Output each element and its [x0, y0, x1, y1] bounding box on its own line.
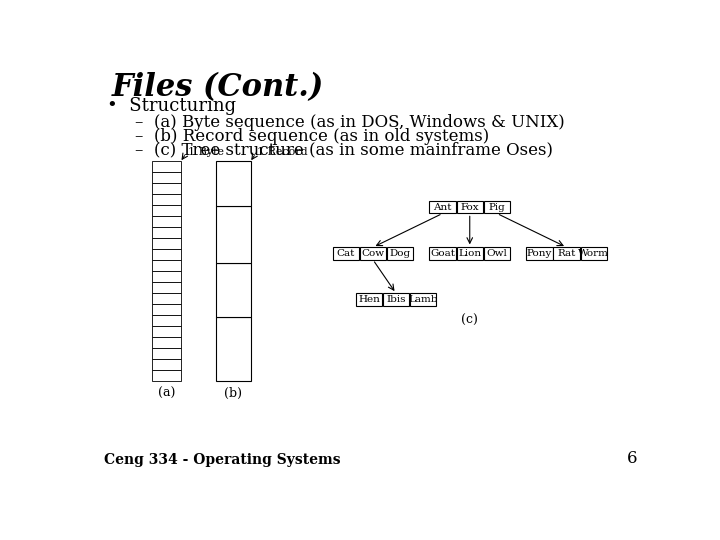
Text: Files (Cont.): Files (Cont.): [112, 72, 324, 104]
Bar: [152, 216, 181, 227]
Bar: [554, 247, 580, 260]
Bar: [152, 172, 181, 183]
Bar: [152, 293, 181, 303]
Bar: [526, 247, 553, 260]
Text: Ceng 334 - Operating Systems: Ceng 334 - Operating Systems: [104, 453, 341, 467]
Text: Ibis: Ibis: [387, 295, 406, 304]
Bar: [215, 264, 251, 318]
Bar: [215, 161, 251, 206]
Bar: [429, 201, 456, 213]
Bar: [152, 348, 181, 359]
Text: •  Structuring: • Structuring: [107, 97, 236, 115]
Text: Fox: Fox: [460, 202, 479, 212]
Text: Dog: Dog: [390, 249, 410, 258]
Text: Lamb: Lamb: [408, 295, 438, 304]
Text: Pony: Pony: [527, 249, 552, 258]
Bar: [580, 247, 607, 260]
Bar: [152, 194, 181, 205]
Text: Cow: Cow: [361, 249, 384, 258]
Bar: [429, 247, 456, 260]
Bar: [456, 201, 483, 213]
Text: Pig: Pig: [488, 202, 505, 212]
Bar: [152, 238, 181, 249]
Bar: [152, 303, 181, 315]
Text: (b): (b): [225, 387, 243, 400]
Bar: [152, 369, 181, 381]
Text: (a): (a): [158, 387, 176, 400]
Text: Hen: Hen: [358, 295, 380, 304]
Text: Goat: Goat: [430, 249, 455, 258]
Bar: [484, 201, 510, 213]
Bar: [484, 247, 510, 260]
Bar: [152, 359, 181, 369]
Bar: [152, 282, 181, 293]
Bar: [387, 247, 413, 260]
Bar: [152, 336, 181, 348]
Text: 1 Byte: 1 Byte: [188, 147, 224, 157]
Text: Owl: Owl: [487, 249, 508, 258]
Bar: [215, 206, 251, 264]
Text: –  (c) Tree structure (as in some mainframe Oses): – (c) Tree structure (as in some mainfra…: [135, 142, 553, 159]
Bar: [152, 183, 181, 194]
Bar: [152, 326, 181, 336]
Text: –  (a) Byte sequence (as in DOS, Windows & UNIX): – (a) Byte sequence (as in DOS, Windows …: [135, 114, 564, 131]
Text: (c): (c): [462, 314, 478, 327]
Text: Rat: Rat: [557, 249, 576, 258]
Text: Worm: Worm: [578, 249, 609, 258]
Bar: [152, 205, 181, 216]
Text: Ant: Ant: [433, 202, 452, 212]
Bar: [152, 161, 181, 172]
Bar: [152, 260, 181, 271]
Text: 1 Record: 1 Record: [258, 147, 308, 157]
Bar: [152, 271, 181, 282]
Bar: [152, 249, 181, 260]
Bar: [333, 247, 359, 260]
Text: –  (b) Record sequence (as in old systems): – (b) Record sequence (as in old systems…: [135, 128, 489, 145]
Bar: [456, 247, 483, 260]
Text: Cat: Cat: [336, 249, 355, 258]
Bar: [215, 318, 251, 381]
Bar: [356, 294, 382, 306]
Bar: [152, 315, 181, 326]
Bar: [383, 294, 409, 306]
Bar: [360, 247, 386, 260]
Bar: [410, 294, 436, 306]
Bar: [152, 227, 181, 238]
Text: 6: 6: [626, 450, 637, 467]
Text: Lion: Lion: [458, 249, 481, 258]
